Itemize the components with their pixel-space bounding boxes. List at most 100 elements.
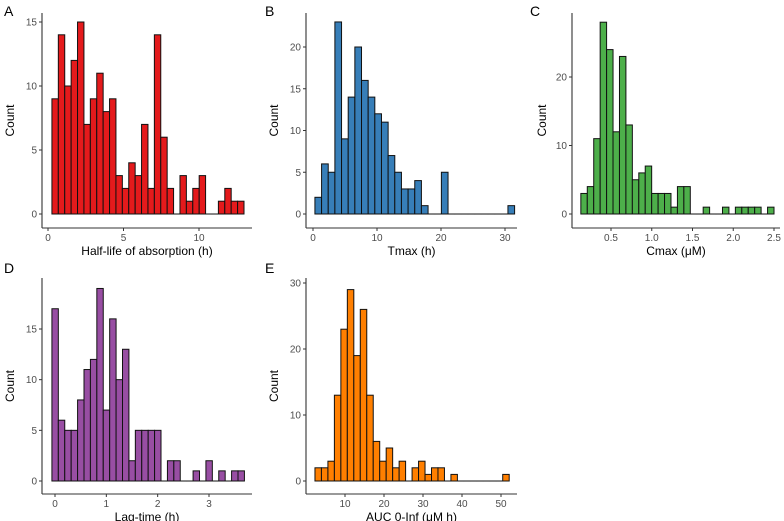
- histogram-bar: [347, 96, 356, 215]
- y-tick-label: 0: [561, 210, 567, 221]
- histogram-bar: [334, 21, 343, 215]
- y-axis-label: Count: [535, 104, 549, 137]
- histogram-bar: [366, 394, 374, 482]
- histogram-bar: [586, 186, 595, 215]
- histogram-bar: [230, 200, 239, 215]
- histogram-bar: [121, 187, 130, 215]
- histogram-bar: [147, 429, 156, 482]
- histogram-bar: [606, 49, 614, 215]
- x-tick-label: 0.5: [604, 233, 618, 244]
- histogram-bar: [179, 175, 187, 215]
- histogram-bar: [102, 409, 111, 482]
- histogram-bar: [398, 460, 407, 482]
- x-axis-label: AUC 0-Inf (μM h): [366, 510, 457, 521]
- histogram-bar: [420, 205, 429, 215]
- histogram-bar: [437, 467, 445, 482]
- histogram-bar: [372, 440, 381, 482]
- histogram-bar: [141, 429, 149, 482]
- panel-letter: D: [4, 260, 14, 276]
- x-tick-label: 0: [52, 499, 58, 510]
- y-tick-label: 10: [556, 141, 568, 152]
- histogram-bar: [431, 467, 439, 482]
- x-tick-label: 5: [121, 233, 127, 244]
- histogram-bar: [160, 136, 168, 215]
- histogram-bar: [320, 467, 329, 482]
- histogram-bar: [154, 429, 162, 482]
- histogram-bar: [57, 419, 66, 482]
- histogram-bar: [340, 328, 348, 482]
- histogram-bar: [96, 72, 104, 215]
- y-axis-label: Count: [3, 369, 17, 402]
- histogram-bar: [314, 196, 323, 215]
- histogram-bar: [83, 123, 91, 215]
- histogram-bar: [361, 79, 369, 215]
- histogram-bar: [618, 55, 627, 215]
- histogram-bar: [747, 206, 756, 215]
- histogram-bar: [185, 200, 194, 215]
- y-tick-label: 30: [290, 279, 302, 290]
- y-axis-label: Count: [3, 104, 17, 137]
- histogram-bar: [754, 206, 762, 215]
- histogram-bar: [102, 111, 111, 215]
- histogram-bar: [394, 171, 402, 215]
- histogram-bar: [683, 186, 691, 215]
- histogram-bar: [237, 200, 245, 215]
- histogram-bar: [346, 289, 355, 482]
- histogram-bar: [64, 429, 72, 482]
- y-tick-label: 0: [31, 477, 37, 488]
- histogram-bar: [424, 473, 433, 482]
- x-axis-label: Cmax (μM): [646, 244, 706, 258]
- panel-letter: E: [265, 260, 274, 276]
- y-tick-label: 10: [26, 82, 38, 93]
- histogram-bar: [153, 34, 162, 215]
- x-tick-label: 0: [45, 233, 51, 244]
- histogram-bar: [89, 98, 98, 215]
- histogram-bar: [379, 460, 387, 482]
- histogram-bar: [231, 470, 239, 482]
- histogram-bar: [631, 179, 640, 215]
- histogram-bar: [314, 467, 322, 482]
- histogram-bar: [51, 308, 59, 482]
- x-tick-label: 30: [417, 499, 429, 510]
- histogram-bar: [612, 131, 620, 215]
- y-tick-label: 20: [556, 73, 568, 84]
- histogram-bar: [625, 124, 633, 215]
- histogram-bar: [115, 379, 124, 482]
- histogram-bar: [644, 165, 653, 215]
- histogram-bar: [128, 460, 136, 482]
- histogram-bar: [198, 175, 207, 215]
- histogram-bar: [64, 85, 72, 215]
- histogram-bar: [407, 188, 416, 215]
- x-axis-label: Lag-time (h): [115, 510, 180, 521]
- histogram-bar: [77, 21, 85, 215]
- histogram-bar: [115, 175, 123, 215]
- histogram-bar: [122, 348, 130, 482]
- y-tick-label: 20: [290, 43, 302, 54]
- histogram-bar: [141, 123, 149, 215]
- histogram-bar: [77, 399, 85, 482]
- histogram-bar: [392, 467, 400, 482]
- x-tick-label: 10: [371, 233, 383, 244]
- histogram-bar: [354, 46, 363, 215]
- y-tick-label: 10: [26, 375, 38, 386]
- histogram-bar: [83, 369, 91, 482]
- histogram-bar: [166, 187, 175, 215]
- histogram-bar: [702, 206, 711, 215]
- histogram-bar: [580, 192, 588, 215]
- y-tick-label: 5: [31, 426, 37, 437]
- histogram-bar: [333, 394, 342, 482]
- x-tick-label: 1.0: [645, 233, 659, 244]
- panel-letter: B: [265, 3, 274, 19]
- histogram-bar: [385, 447, 394, 482]
- histogram-bar: [359, 308, 368, 482]
- histogram-bar: [638, 172, 646, 215]
- histogram-bar: [353, 355, 361, 482]
- histogram-bar: [192, 470, 201, 482]
- y-tick-label: 0: [295, 477, 301, 488]
- histogram-bar: [237, 470, 245, 482]
- histogram-bar: [734, 206, 743, 215]
- x-tick-label: 30: [499, 233, 511, 244]
- x-tick-label: 20: [435, 233, 447, 244]
- y-tick-label: 15: [290, 84, 302, 95]
